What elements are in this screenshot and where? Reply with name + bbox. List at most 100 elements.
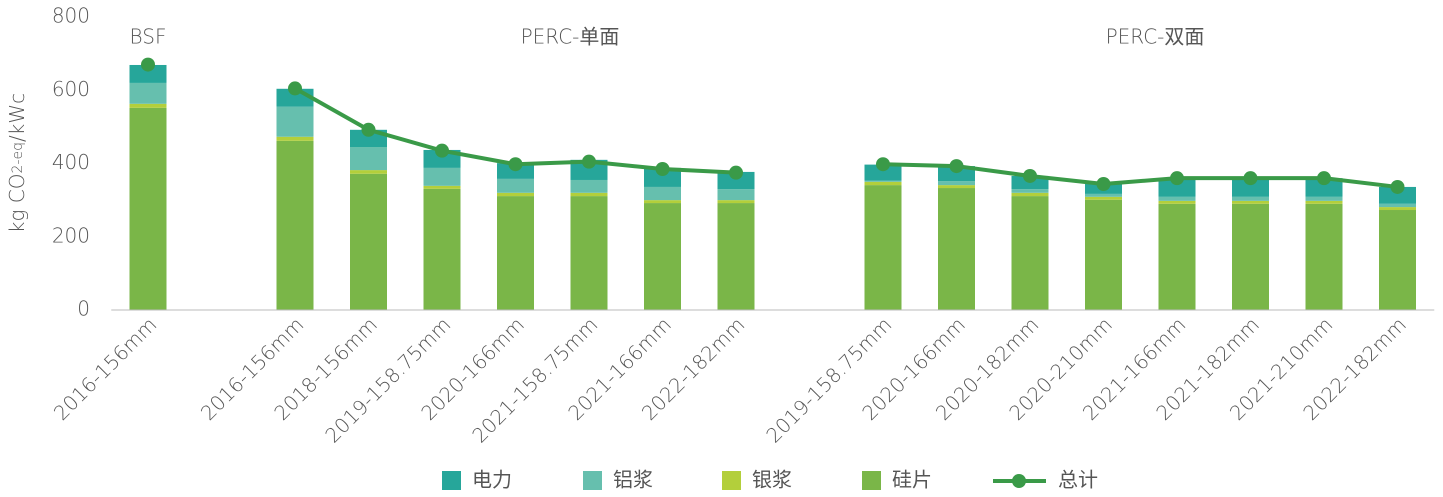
- x-tick-group: 2019-158.75mm: [320, 312, 455, 447]
- total-point: [582, 154, 596, 169]
- x-tick-label: 2021-158.75mm: [467, 312, 602, 447]
- total-point: [1170, 171, 1184, 186]
- total-point: [876, 157, 890, 172]
- bar-segment: [864, 185, 902, 310]
- group-label: PERC-双面: [1106, 25, 1205, 49]
- bar-segment: [1379, 207, 1416, 211]
- bar-segment: [1232, 203, 1269, 310]
- legend-label: 总计: [1058, 468, 1098, 492]
- bar-segment: [570, 179, 608, 193]
- bar-segment: [276, 136, 314, 141]
- y-label-end: /kWc: [5, 93, 29, 142]
- bar-segment: [570, 159, 608, 180]
- bar-segment: [423, 185, 461, 189]
- total-point: [508, 157, 523, 172]
- y-label-sub: 2-eq: [10, 142, 26, 173]
- bar-segment: [276, 106, 314, 137]
- x-tick-label: 2019-158.75mm: [320, 312, 455, 447]
- legend-label: 铝浆: [613, 468, 653, 492]
- bar-segment: [497, 178, 534, 193]
- bar-segment: [497, 196, 534, 310]
- bar-segment: [350, 173, 387, 310]
- total-point: [949, 159, 964, 174]
- x-tick-group: 2019-158.75mm: [761, 312, 896, 447]
- legend-dot: [1012, 474, 1026, 488]
- bar-segment: [938, 185, 975, 189]
- bar-segment: [1158, 200, 1196, 204]
- bar-segment: [938, 181, 975, 186]
- bar-segment: [1085, 199, 1122, 310]
- bar-segment: [938, 188, 975, 310]
- bar-segment: [717, 189, 755, 201]
- bar-segment: [1158, 178, 1196, 197]
- total-point: [435, 143, 449, 158]
- x-tick-group: 2021-158.75mm: [467, 312, 602, 447]
- legend-swatch: [442, 471, 461, 490]
- total-point: [729, 165, 743, 180]
- total-point: [1096, 177, 1111, 192]
- bar-segment: [717, 171, 755, 190]
- bar-segment: [717, 200, 755, 204]
- legend-swatch: [583, 471, 602, 490]
- total-point: [288, 81, 302, 96]
- bar-segment: [1305, 203, 1343, 310]
- group-label: PERC-单面: [521, 25, 620, 49]
- y-tick-label: 400: [52, 150, 90, 174]
- bar-segment: [497, 192, 534, 197]
- bar-segment: [1379, 210, 1416, 310]
- bar-segment: [864, 180, 902, 182]
- legend-swatch: [722, 471, 741, 490]
- bar-segment: [1232, 200, 1269, 204]
- bar-segment: [350, 147, 387, 171]
- bar-segment: [570, 192, 608, 197]
- total-line: [882, 162, 1398, 189]
- bar-segment: [1232, 196, 1269, 201]
- total-point: [655, 161, 670, 176]
- y-label-main: kg CO: [5, 173, 29, 233]
- bar-segment: [129, 82, 167, 104]
- bar-segment: [276, 140, 314, 310]
- bar-segment: [1379, 186, 1416, 204]
- bar-segment: [717, 203, 755, 310]
- x-tick-label: 2016-156mm: [49, 312, 162, 425]
- group-label: BSF: [130, 25, 167, 49]
- bar-segment: [1379, 203, 1416, 208]
- bar-segment: [1305, 178, 1343, 197]
- bar-segment: [570, 196, 608, 310]
- x-tick-label: 2019-158.75mm: [761, 312, 896, 447]
- bar-segment: [1011, 196, 1049, 310]
- bar-segment: [1232, 178, 1269, 197]
- bar-segment: [1305, 196, 1343, 201]
- bar-segment: [350, 170, 387, 174]
- bar-segment: [1011, 192, 1049, 197]
- bar-segment: [1305, 200, 1343, 204]
- y-tick-label: 0: [77, 297, 90, 321]
- total-point: [361, 122, 376, 137]
- bar-segment: [864, 181, 902, 186]
- bar-segment: [423, 149, 461, 168]
- legend-swatch: [862, 471, 881, 490]
- legend-label: 硅片: [892, 468, 932, 492]
- bar-segment: [1011, 189, 1049, 193]
- bar-segment: [644, 203, 681, 310]
- bar-segment: [864, 164, 902, 181]
- bar-segment: [1085, 196, 1122, 200]
- y-tick-label: 600: [52, 77, 90, 101]
- bar-segment: [129, 64, 167, 83]
- total-point: [141, 57, 155, 72]
- total-point: [1243, 171, 1258, 186]
- bar-segment: [644, 200, 681, 204]
- legend-label: 银浆: [752, 468, 792, 492]
- bar-segment: [129, 107, 167, 310]
- legend-label: 电力: [472, 468, 512, 492]
- total-point: [1317, 171, 1331, 186]
- bar-segment: [644, 167, 681, 187]
- y-axis-label: kg CO2-eq/kWc: [5, 93, 29, 233]
- bar-segment: [423, 167, 461, 186]
- bar-segment: [423, 188, 461, 310]
- y-tick-label: 800: [52, 4, 90, 28]
- bar-segment: [1158, 196, 1196, 201]
- bar-segment: [1158, 203, 1196, 310]
- bar-segment: [938, 166, 975, 182]
